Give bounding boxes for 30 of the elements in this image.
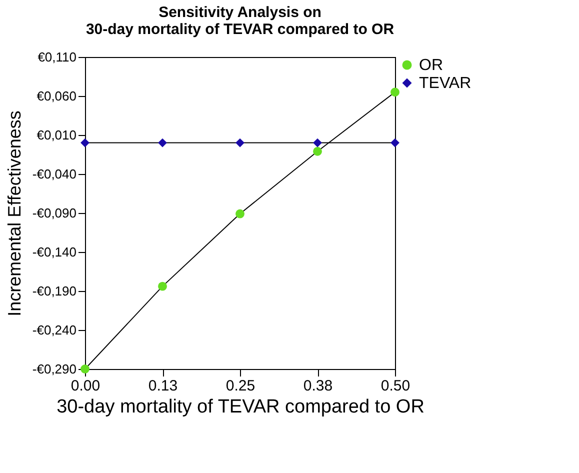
x-tick-label: 0.13 <box>148 378 178 394</box>
point <box>236 138 244 148</box>
point <box>390 88 400 97</box>
y-axis-title: Incremental Effectiveness <box>4 110 24 316</box>
point <box>80 138 90 148</box>
point <box>390 138 400 148</box>
text: Sensitivity Analysis on <box>158 4 322 21</box>
y-tick-label: -€0,290 <box>32 362 76 376</box>
x-tick-label: 0.50 <box>380 378 410 394</box>
x-tick-label: 0.25 <box>226 378 256 394</box>
point <box>313 138 322 148</box>
y-tick-label: -€0,190 <box>32 284 76 298</box>
point <box>158 138 167 148</box>
text: 30-day mortality of TEVAR compared to OR <box>86 21 394 38</box>
y-tick-label: -€0,140 <box>32 244 76 260</box>
legend-label: OR <box>419 57 443 74</box>
y-tick-label: €0,010 <box>36 128 76 142</box>
y-tick-label: €0,060 <box>36 88 76 104</box>
x-tick-label: 0.38 <box>303 378 333 394</box>
point <box>80 364 90 374</box>
point <box>313 146 322 156</box>
y-tick-label: €0,110 <box>38 50 76 64</box>
x-axis-title: 30-day mortality of TEVAR compared to OR <box>56 396 424 418</box>
y-tick-label: -€0,040 <box>32 166 76 182</box>
legend-label: TEVAR <box>419 75 472 92</box>
point <box>236 209 244 218</box>
point <box>158 282 167 291</box>
y-tick-label: -€0,240 <box>32 322 76 338</box>
y-tick-label: -€0,090 <box>32 206 76 220</box>
text: 0.00 <box>70 378 100 394</box>
